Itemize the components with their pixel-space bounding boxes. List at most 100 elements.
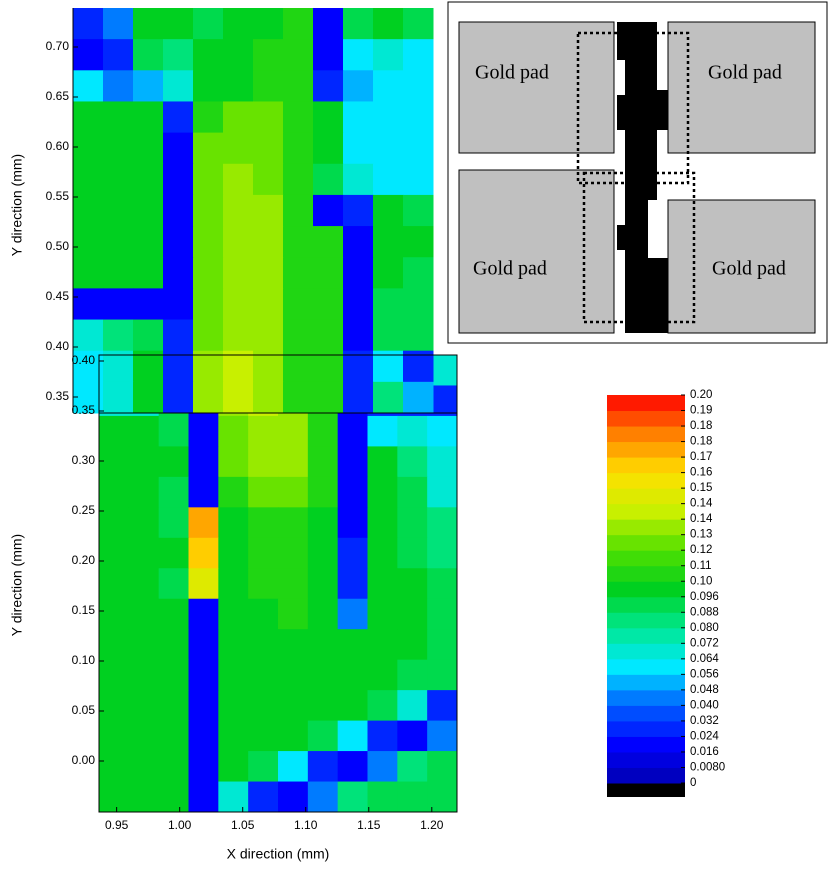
colorbar-tick-label: 0.18 [690,420,712,432]
heatmap-cell [278,690,309,722]
heatmap-cell [158,415,189,447]
heatmap-cell [133,101,164,134]
heatmap-cell [337,720,368,752]
heatmap-cell [188,781,219,813]
heatmap-cell [73,381,104,414]
y-tick-label: 0.60 [46,139,70,153]
heatmap-cell [158,781,189,813]
heatmap [99,355,458,813]
heatmap-cell [248,507,279,539]
y-tick-label: 0.30 [72,453,96,467]
heatmap-cell [427,720,458,752]
heatmap-cell [397,720,428,752]
heatmap-cell [218,781,249,813]
colorbar-band [607,581,685,598]
heatmap-cell [128,446,160,478]
heatmap-cell [128,781,160,813]
heatmap-cell [193,257,224,289]
heatmap-cell [73,39,104,71]
colorbar-tick-label: 0.0080 [690,762,725,774]
colorbar-band [607,658,685,675]
heatmap-cell [253,257,284,289]
colorbar-band [607,689,685,706]
colorbar-band [607,612,685,629]
heatmap-cell [163,226,194,258]
colorbar-band [607,534,685,551]
heatmap [73,8,434,414]
colorbar-tick-label: 0.048 [690,684,719,696]
heatmap-cell [99,720,130,752]
heatmap-cell [188,537,219,569]
heatmap-cell [163,132,194,165]
heatmap-cell [163,70,194,102]
heatmap-cell [133,288,164,321]
colorbar-tick-label: 0.19 [690,405,712,417]
heatmap-cell [283,381,314,414]
heatmap-cell [103,288,134,321]
colorbar-tick-label: 0.14 [690,513,713,525]
heatmap-cell [163,319,194,352]
heatmap-cell [307,720,339,752]
colorbar-tick-label: 0.064 [690,653,719,665]
heatmap-cell [163,381,194,414]
y-tick-label: 0.55 [46,189,70,203]
heatmap-cell [403,39,434,71]
axes: 0.35 0.40 0.45 0.50 0.55 0.60 0.65 0.70 [46,8,78,413]
heatmap-cell [283,163,314,196]
colorbar-band [607,488,685,505]
colorbar-tick-label: 0.080 [690,622,719,634]
heatmap-cell [103,226,134,258]
colorbar-tick-label: 0.15 [690,482,712,494]
heatmap-cell [343,39,374,71]
heatmap-cell [343,194,374,227]
heatmap-cell [99,598,130,630]
x-tick-label: 1.15 [357,818,381,832]
x-axis-title: X direction (mm) [227,846,330,862]
heatmap-cell [403,194,434,227]
heatmap-cell [223,70,254,102]
heatmap-cell [193,70,224,102]
heatmap-cell [158,690,189,722]
heatmap-cell [253,319,284,352]
heatmap-cell [337,537,368,569]
heatmap-cell [133,319,164,352]
heatmap-cell [403,381,434,414]
heatmap-cell [188,446,219,478]
heatmap-cell [193,8,224,40]
heatmap-cell [278,507,309,539]
heatmap-cell [313,194,344,227]
heatmap-cell [367,537,398,569]
heatmap-cell [307,659,339,691]
heatmap-cell [158,568,189,600]
heatmap-cell [133,350,164,383]
heatmap-cell [133,226,164,258]
heatmap-cell [313,288,344,321]
colorbar-band [607,426,685,443]
heatmap-cell [248,751,279,783]
colorbar-tick-label: 0.17 [690,451,712,463]
heatmap-cell [128,629,160,661]
heatmap-cell [133,70,164,102]
heatmap-cell [223,350,254,383]
colorbar-band [607,705,685,722]
heatmap-cell [248,781,279,813]
heatmap-cell [313,163,344,196]
colorbar-band [607,550,685,567]
heatmap-cell [313,101,344,134]
heatmap-cell [343,350,374,383]
scan-region [576,31,690,185]
colorbar-band [607,457,685,474]
colorbar-band [607,410,685,427]
colorbar-band [607,720,685,737]
heatmap-cell [283,350,314,383]
heatmap-cell [99,659,130,691]
heatmap-cell [248,720,279,752]
gold-pad [458,169,615,334]
heatmap-cell [337,507,368,539]
heatmap-cell [158,659,189,691]
heatmap-cell [188,629,219,661]
heatmap-cell [373,101,404,134]
heatmap-cell [248,415,279,447]
heatmap-cell [307,476,339,508]
heatmap-cell [397,507,428,539]
